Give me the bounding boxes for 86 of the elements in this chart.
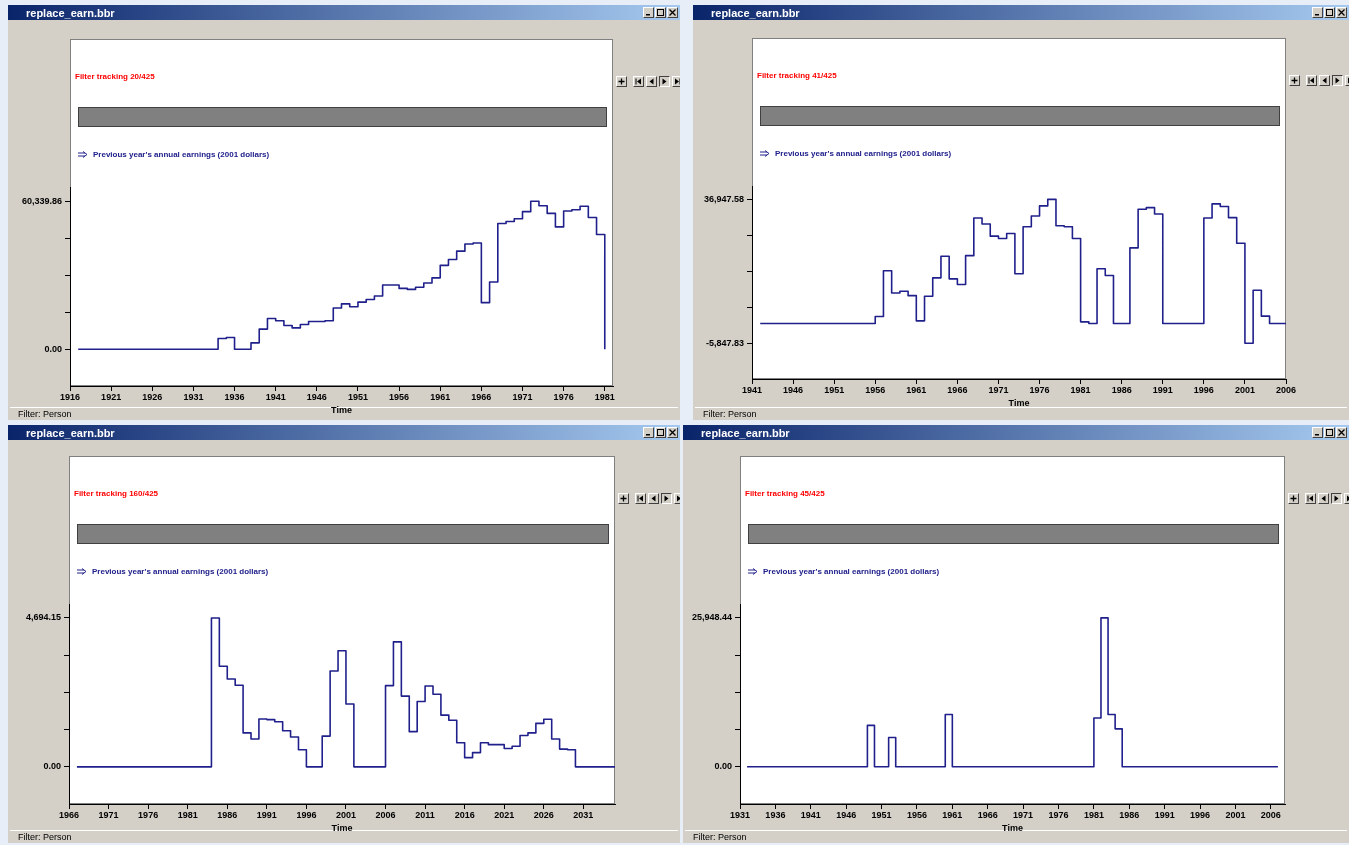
x-tick-label: 1971 — [1013, 809, 1034, 820]
x-tick-label: 1981 — [594, 391, 615, 402]
y-tick-label: 36,947.58 — [703, 193, 744, 204]
x-tick-label: 1966 — [471, 391, 492, 402]
x-tick-label: 2006 — [375, 809, 396, 820]
chart-subtitle: Filter tracking 45/425 — [745, 489, 825, 498]
x-tick-label: 1981 — [1083, 809, 1104, 820]
x-tick-label: 2001 — [335, 809, 356, 820]
x-tick-label: 2021 — [494, 809, 515, 820]
x-tick-label: 1971 — [512, 391, 533, 402]
x-tick-label: 1971 — [98, 809, 119, 820]
x-tick-label: 1966 — [947, 384, 968, 395]
chart-subtitle: Filter tracking 41/425 — [757, 71, 837, 80]
x-tick-label: 1981 — [177, 809, 198, 820]
x-tick-label: 1921 — [101, 391, 122, 402]
x-tick-label: 1961 — [906, 384, 927, 395]
text: Filter: Person — [702, 409, 757, 419]
x-tick-label: 2031 — [573, 809, 594, 820]
y-tick-label: 60,339.86 — [21, 195, 62, 206]
x-tick-label: 1936 — [765, 809, 786, 820]
x-tick-label: 1946 — [783, 384, 804, 395]
x-tick-label: 1996 — [1193, 384, 1214, 395]
x-tick-label: 1976 — [138, 809, 159, 820]
x-tick-label: 1986 — [217, 809, 238, 820]
x-tick-label: 1931 — [183, 391, 204, 402]
chart-subtitle: Filter tracking 160/425 — [74, 489, 159, 498]
x-tick-label: 1986 — [1119, 809, 1140, 820]
y-tick-label: 0.00 — [44, 343, 62, 354]
x-axis-title: Time — [331, 405, 352, 416]
x-tick-label: 1991 — [256, 809, 277, 820]
x-tick-label: 1951 — [347, 391, 368, 402]
x-tick-label: 1976 — [553, 391, 574, 402]
y-tick-label: 0.00 — [714, 761, 732, 772]
x-tick-label: 2011 — [415, 809, 435, 820]
x-tick-label: 2006 — [1260, 809, 1281, 820]
x-tick-label: 1996 — [296, 809, 317, 820]
x-tick-label: 1961 — [942, 809, 963, 820]
legend-label: Previous year's annual earnings (2001 dollars) — [92, 567, 269, 576]
x-tick-label: 1956 — [906, 809, 927, 820]
legend-label: Previous year's annual earnings (2001 dollars) — [763, 567, 940, 576]
x-tick-label: 1951 — [871, 809, 892, 820]
chart-title: replace_earn.bbr — [701, 426, 790, 439]
chart-subtitle: Filter tracking 20/425 — [75, 72, 155, 81]
x-tick-label: 1956 — [865, 384, 886, 395]
x-tick-label: 2006 — [1275, 384, 1297, 395]
x-tick-label: 1946 — [836, 809, 857, 820]
x-tick-label: 1956 — [389, 391, 410, 402]
chart-title: replace_earn.bbr — [711, 6, 800, 19]
x-tick-label: 1996 — [1190, 809, 1211, 820]
legend-label: Previous year's annual earnings (2001 dollars) — [775, 149, 952, 158]
text: Filter: Person — [17, 409, 72, 419]
chart-title: replace_earn.bbr — [26, 6, 115, 19]
y-tick-label: 4,694.15 — [25, 612, 61, 623]
x-tick-label: 1976 — [1048, 809, 1069, 820]
x-tick-label: 2001 — [1234, 384, 1255, 395]
x-tick-label: 1966 — [58, 809, 80, 820]
x-tick-label: 1941 — [265, 391, 286, 402]
x-tick-label: 1976 — [1029, 384, 1050, 395]
x-tick-label: 1991 — [1152, 384, 1173, 395]
x-tick-label: 2016 — [454, 809, 475, 820]
y-tick-label: 0.00 — [43, 761, 61, 772]
x-tick-label: 1986 — [1111, 384, 1132, 395]
x-axis-title: Time — [1002, 823, 1023, 834]
y-tick-label: -5,847.83 — [705, 337, 744, 348]
x-axis-title: Time — [331, 823, 353, 834]
x-tick-label: 1971 — [988, 384, 1009, 395]
x-tick-label: 1941 — [741, 384, 763, 395]
x-tick-label: 1961 — [430, 391, 451, 402]
x-tick-label: 1936 — [224, 391, 245, 402]
text: Filter: Person — [692, 832, 747, 842]
x-tick-label: 2026 — [533, 809, 554, 820]
x-tick-label: 1966 — [977, 809, 998, 820]
x-tick-label: 1951 — [824, 384, 845, 395]
x-tick-label: 1916 — [59, 391, 81, 402]
text: Filter: Person — [17, 832, 72, 842]
x-tick-label: 1941 — [800, 809, 821, 820]
x-tick-label: 1991 — [1154, 809, 1175, 820]
x-tick-label: 1946 — [306, 391, 327, 402]
x-axis-title: Time — [1008, 398, 1030, 409]
x-tick-label: 1926 — [142, 391, 163, 402]
chart-title: replace_earn.bbr — [26, 426, 115, 439]
x-tick-label: 2001 — [1225, 809, 1246, 820]
x-tick-label: 1931 — [729, 809, 751, 820]
legend-label: Previous year's annual earnings (2001 dollars) — [93, 150, 270, 159]
y-tick-label: 25,948.44 — [691, 612, 732, 623]
x-tick-label: 1981 — [1070, 384, 1091, 395]
